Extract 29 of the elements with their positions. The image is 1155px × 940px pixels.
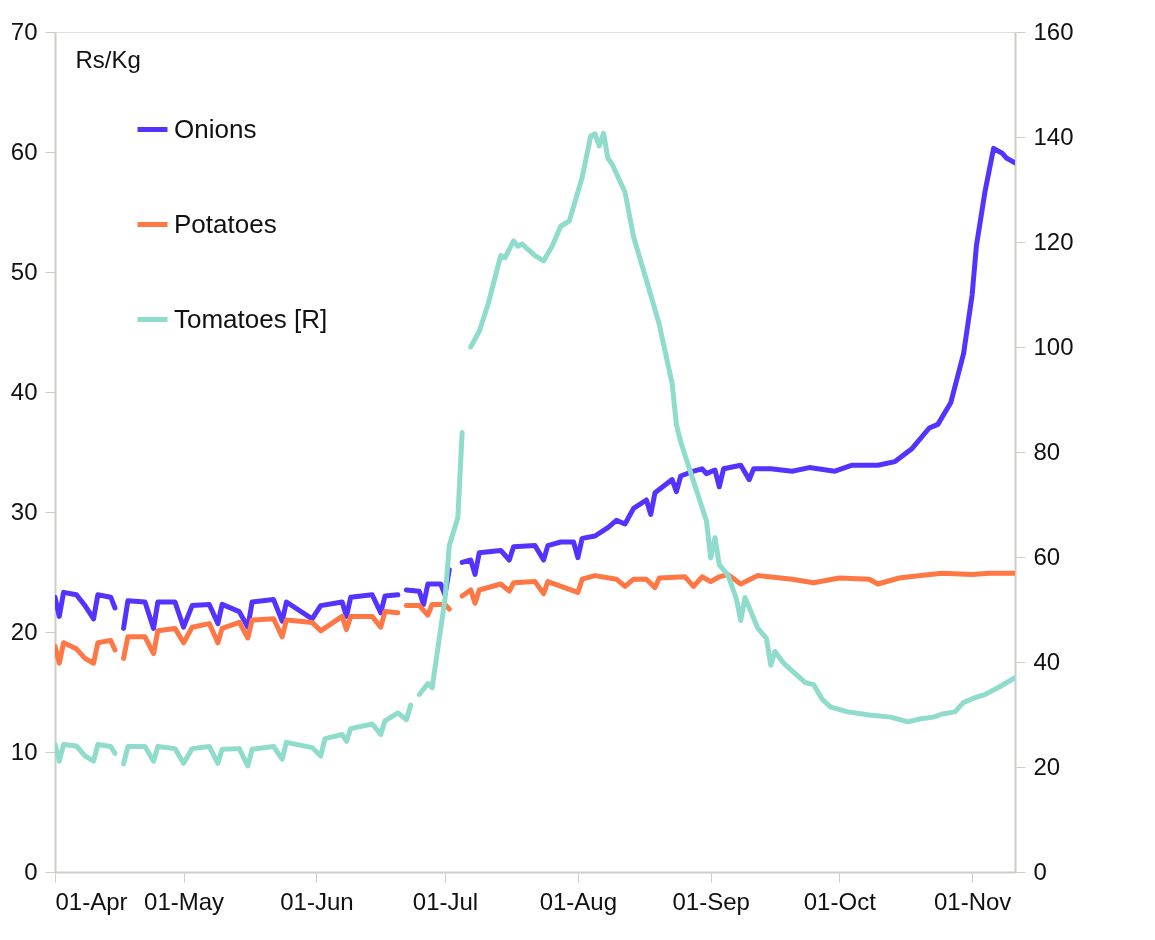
- y-tick-label: 10: [10, 737, 38, 765]
- y2-tick-label: 80: [1033, 437, 1061, 465]
- y-tick-label: 60: [10, 137, 38, 165]
- legend-label: Tomatoes [R]: [174, 303, 328, 334]
- legend-label: Onions: [174, 113, 257, 144]
- y2-tick-label: 20: [1033, 752, 1061, 780]
- y-tick-label: 70: [10, 17, 38, 45]
- x-tick-label: 01-Oct: [803, 887, 877, 915]
- x-tick-label: 01-Nov: [933, 887, 1012, 915]
- x-tick-label: 01-Sep: [672, 887, 750, 915]
- y2-tick-label: 40: [1033, 647, 1061, 675]
- y2-tick-label: 100: [1033, 332, 1074, 360]
- legend-label: Potatoes: [174, 208, 277, 239]
- y-tick-label: 50: [10, 257, 38, 285]
- y-tick-label: 0: [24, 857, 38, 885]
- y-tick-label: 30: [10, 497, 38, 525]
- x-tick-label: 01-Jun: [280, 887, 354, 915]
- x-tick-label: 01-May: [144, 887, 225, 915]
- y-tick-label: 40: [10, 377, 38, 405]
- y2-tick-label: 120: [1033, 227, 1074, 255]
- y-tick-label: 20: [10, 617, 38, 645]
- x-tick-label: 01-Aug: [539, 887, 618, 915]
- y2-tick-label: 60: [1033, 542, 1061, 570]
- y2-tick-label: 160: [1033, 17, 1074, 45]
- y2-tick-label: 140: [1033, 122, 1074, 150]
- x-tick-label: 01-Jul: [412, 887, 479, 915]
- y-axis-title: Rs/Kg: [75, 45, 141, 73]
- y2-tick-label: 0: [1033, 857, 1047, 885]
- x-tick-label: 01-Apr: [55, 887, 128, 915]
